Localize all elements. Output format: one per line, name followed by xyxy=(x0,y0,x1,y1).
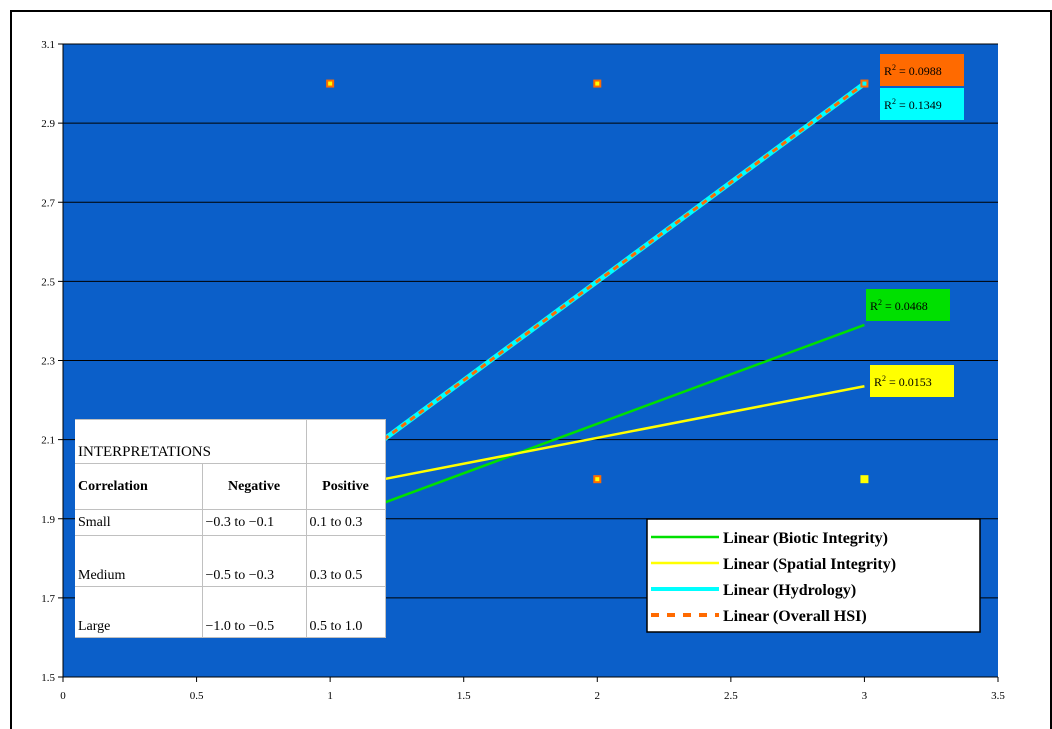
row-label: Medium xyxy=(75,535,203,587)
row-negative: −0.5 to −0.3 xyxy=(201,535,307,587)
y-tick-label: 2.9 xyxy=(41,118,55,130)
x-tick-label: 0.5 xyxy=(190,690,204,702)
data-point xyxy=(860,79,869,88)
x-tick-label: 3 xyxy=(862,690,868,702)
point-marker xyxy=(595,477,600,482)
legend-entry: Linear (Spatial Integrity) xyxy=(723,556,896,573)
legend-entry: Linear (Biotic Integrity) xyxy=(723,530,888,547)
y-tick-label: 1.9 xyxy=(41,514,55,526)
r2-label: R2 = 0.0468 xyxy=(866,289,950,321)
y-tick-label: 2.1 xyxy=(41,435,55,447)
x-tick-label: 1 xyxy=(327,690,333,702)
r2-label: R2 = 0.1349 xyxy=(880,88,964,120)
data-point xyxy=(593,475,602,484)
x-tick-label: 1.5 xyxy=(457,690,471,702)
row-positive: 0.5 to 1.0 xyxy=(305,586,386,638)
r2-label: R2 = 0.0988 xyxy=(880,54,964,86)
point-marker xyxy=(862,81,867,86)
r2-label: R2 = 0.0153 xyxy=(870,365,954,397)
chart-frame xyxy=(10,10,1052,729)
table-row: Large −1.0 to −0.5 0.5 to 1.0 xyxy=(75,586,386,638)
empty-cell xyxy=(305,419,386,464)
r2-label-bg xyxy=(880,88,964,120)
y-tick-label: 2.3 xyxy=(41,356,55,368)
interpretations-header-row: Correlation Negative Positive xyxy=(75,463,386,510)
point-marker xyxy=(328,81,333,86)
legend-entry: Linear (Hydrology) xyxy=(723,582,856,599)
y-tick-label: 3.1 xyxy=(41,39,55,51)
trendlines xyxy=(382,81,866,505)
header-positive: Positive xyxy=(305,463,386,510)
header-negative: Negative xyxy=(201,463,307,510)
legend-entry: Linear (Overall HSI) xyxy=(723,608,867,625)
point-marker xyxy=(595,81,600,86)
r2-label-text: R2 = 0.1349 xyxy=(884,97,942,112)
row-label: Small xyxy=(75,509,203,536)
trendline xyxy=(383,323,865,505)
x-tick-label: 2 xyxy=(595,690,601,702)
row-negative: −0.3 to −0.1 xyxy=(201,509,307,536)
interpretations-title: INTERPRETATIONS xyxy=(75,419,307,464)
data-point xyxy=(326,79,335,88)
data-point xyxy=(860,475,869,484)
y-tick-label: 1.5 xyxy=(41,672,55,684)
y-tick-label: 1.7 xyxy=(41,593,55,605)
table-row: Medium −0.5 to −0.3 0.3 to 0.5 xyxy=(75,535,386,587)
x-tick-label: 3.5 xyxy=(991,690,1005,702)
y-tick-label: 2.5 xyxy=(41,276,55,288)
row-positive: 0.1 to 0.3 xyxy=(305,509,386,536)
x-tick-label: 2.5 xyxy=(724,690,738,702)
r2-label-bg xyxy=(870,365,954,397)
r2-label-text: R2 = 0.0468 xyxy=(870,298,928,313)
r2-label-text: R2 = 0.0153 xyxy=(874,374,932,389)
row-negative: −1.0 to −0.5 xyxy=(201,586,307,638)
legend: Linear (Biotic Integrity) Linear (Spatial… xyxy=(646,518,981,633)
interpretations-title-row: INTERPRETATIONS xyxy=(75,419,386,464)
data-point xyxy=(593,79,602,88)
x-tick-label: 0 xyxy=(60,690,66,702)
axes: 1.5 1.7 1.9 2.1 2.3 2.5 2.7 2.9 3.1 0 0.5 1 1.5 2 2.5 3… xyxy=(41,39,1005,702)
point-marker xyxy=(860,475,869,484)
data-points xyxy=(326,79,869,484)
interpretations-table: INTERPRETATIONS Correlation Negative Pos… xyxy=(75,419,386,638)
header-correlation: Correlation xyxy=(75,463,203,510)
r2-label-bg xyxy=(866,289,950,321)
table-row: Small −0.3 to −0.1 0.1 to 0.3 xyxy=(75,509,386,536)
trendline xyxy=(382,82,866,441)
row-label: Large xyxy=(75,586,203,638)
r2-labels: R2 = 0.0468 R2 = 0.0153 R2 = 0.1349 R2 = 0.… xyxy=(866,54,964,397)
r2-label-bg xyxy=(880,54,964,86)
r2-label-text: R2 = 0.0988 xyxy=(884,63,942,78)
trendline xyxy=(383,384,865,481)
y-tick-label: 2.7 xyxy=(41,197,55,209)
row-positive: 0.3 to 0.5 xyxy=(305,535,386,587)
